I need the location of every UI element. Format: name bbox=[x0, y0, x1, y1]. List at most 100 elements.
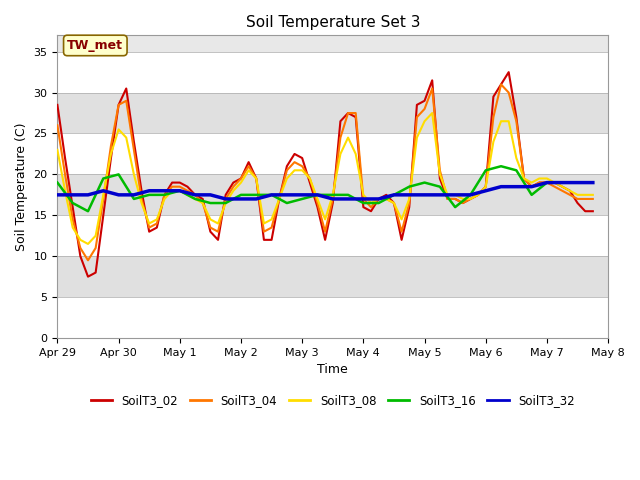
SoilT3_02 bbox=[69, 204, 77, 210]
Bar bbox=[58, 256, 608, 297]
SoilT3_32 bbox=[482, 188, 490, 193]
SoilT3_02 bbox=[589, 208, 596, 214]
SoilT3_16 bbox=[176, 188, 184, 193]
SoilT3_04 bbox=[551, 184, 559, 190]
SoilT3_16 bbox=[84, 208, 92, 214]
SoilT3_32 bbox=[252, 196, 260, 202]
SoilT3_02 bbox=[84, 274, 92, 279]
Bar bbox=[58, 297, 608, 338]
SoilT3_04 bbox=[84, 257, 92, 263]
SoilT3_08 bbox=[573, 192, 581, 198]
SoilT3_16 bbox=[405, 184, 413, 190]
SoilT3_16 bbox=[528, 192, 536, 198]
SoilT3_32 bbox=[405, 192, 413, 198]
SoilT3_32 bbox=[237, 196, 245, 202]
SoilT3_16 bbox=[207, 200, 214, 206]
SoilT3_32 bbox=[176, 188, 184, 193]
SoilT3_32 bbox=[528, 184, 536, 190]
SoilT3_08 bbox=[54, 147, 61, 153]
SoilT3_16 bbox=[420, 180, 428, 185]
SoilT3_32 bbox=[573, 180, 581, 185]
SoilT3_32 bbox=[375, 196, 383, 202]
SoilT3_16 bbox=[375, 200, 383, 206]
SoilT3_32 bbox=[84, 192, 92, 198]
SoilT3_16 bbox=[497, 163, 505, 169]
SoilT3_16 bbox=[145, 192, 153, 198]
SoilT3_16 bbox=[329, 192, 337, 198]
SoilT3_16 bbox=[344, 192, 352, 198]
SoilT3_16 bbox=[314, 192, 321, 198]
SoilT3_02 bbox=[383, 192, 390, 198]
SoilT3_32 bbox=[283, 192, 291, 198]
SoilT3_02 bbox=[321, 237, 329, 243]
SoilT3_32 bbox=[543, 180, 551, 185]
SoilT3_16 bbox=[573, 180, 581, 185]
SoilT3_08 bbox=[321, 216, 329, 222]
Line: SoilT3_16: SoilT3_16 bbox=[58, 166, 593, 211]
X-axis label: Time: Time bbox=[317, 363, 348, 376]
Bar bbox=[58, 133, 608, 174]
SoilT3_04 bbox=[69, 216, 77, 222]
SoilT3_02 bbox=[551, 180, 559, 185]
SoilT3_32 bbox=[420, 192, 428, 198]
SoilT3_04 bbox=[321, 229, 329, 235]
Text: TW_met: TW_met bbox=[67, 39, 124, 52]
SoilT3_32 bbox=[69, 192, 77, 198]
SoilT3_16 bbox=[513, 168, 520, 173]
SoilT3_32 bbox=[390, 192, 398, 198]
SoilT3_32 bbox=[145, 188, 153, 193]
SoilT3_16 bbox=[558, 180, 566, 185]
SoilT3_16 bbox=[451, 204, 459, 210]
SoilT3_16 bbox=[237, 192, 245, 198]
SoilT3_08 bbox=[551, 180, 559, 185]
SoilT3_02 bbox=[573, 200, 581, 206]
SoilT3_16 bbox=[436, 184, 444, 190]
SoilT3_32 bbox=[451, 192, 459, 198]
SoilT3_32 bbox=[497, 184, 505, 190]
SoilT3_04 bbox=[138, 196, 145, 202]
SoilT3_16 bbox=[268, 192, 275, 198]
SoilT3_32 bbox=[329, 196, 337, 202]
SoilT3_32 bbox=[268, 192, 275, 198]
SoilT3_32 bbox=[222, 196, 230, 202]
SoilT3_32 bbox=[130, 192, 138, 198]
Bar bbox=[58, 93, 608, 133]
Line: SoilT3_04: SoilT3_04 bbox=[58, 84, 593, 260]
SoilT3_08 bbox=[383, 196, 390, 202]
SoilT3_32 bbox=[115, 192, 122, 198]
Line: SoilT3_02: SoilT3_02 bbox=[58, 72, 593, 276]
Line: SoilT3_08: SoilT3_08 bbox=[58, 113, 593, 244]
SoilT3_02 bbox=[54, 102, 61, 108]
SoilT3_04 bbox=[497, 82, 505, 87]
SoilT3_32 bbox=[207, 192, 214, 198]
SoilT3_04 bbox=[383, 196, 390, 202]
SoilT3_16 bbox=[390, 192, 398, 198]
SoilT3_16 bbox=[69, 200, 77, 206]
Title: Soil Temperature Set 3: Soil Temperature Set 3 bbox=[246, 15, 420, 30]
SoilT3_16 bbox=[54, 180, 61, 185]
SoilT3_16 bbox=[360, 200, 367, 206]
SoilT3_16 bbox=[298, 196, 306, 202]
SoilT3_08 bbox=[138, 200, 145, 206]
SoilT3_02 bbox=[138, 188, 145, 193]
SoilT3_32 bbox=[467, 192, 474, 198]
SoilT3_32 bbox=[191, 192, 199, 198]
SoilT3_32 bbox=[298, 192, 306, 198]
SoilT3_16 bbox=[115, 171, 122, 177]
SoilT3_08 bbox=[589, 192, 596, 198]
Legend: SoilT3_02, SoilT3_04, SoilT3_08, SoilT3_16, SoilT3_32: SoilT3_02, SoilT3_04, SoilT3_08, SoilT3_… bbox=[86, 389, 579, 412]
SoilT3_08 bbox=[69, 225, 77, 230]
SoilT3_08 bbox=[428, 110, 436, 116]
SoilT3_04 bbox=[589, 196, 596, 202]
SoilT3_32 bbox=[314, 192, 321, 198]
SoilT3_32 bbox=[360, 196, 367, 202]
SoilT3_16 bbox=[543, 180, 551, 185]
SoilT3_02 bbox=[505, 69, 513, 75]
SoilT3_32 bbox=[161, 188, 168, 193]
SoilT3_32 bbox=[54, 192, 61, 198]
SoilT3_32 bbox=[99, 188, 107, 193]
SoilT3_16 bbox=[130, 196, 138, 202]
SoilT3_16 bbox=[482, 168, 490, 173]
SoilT3_16 bbox=[283, 200, 291, 206]
SoilT3_32 bbox=[436, 192, 444, 198]
